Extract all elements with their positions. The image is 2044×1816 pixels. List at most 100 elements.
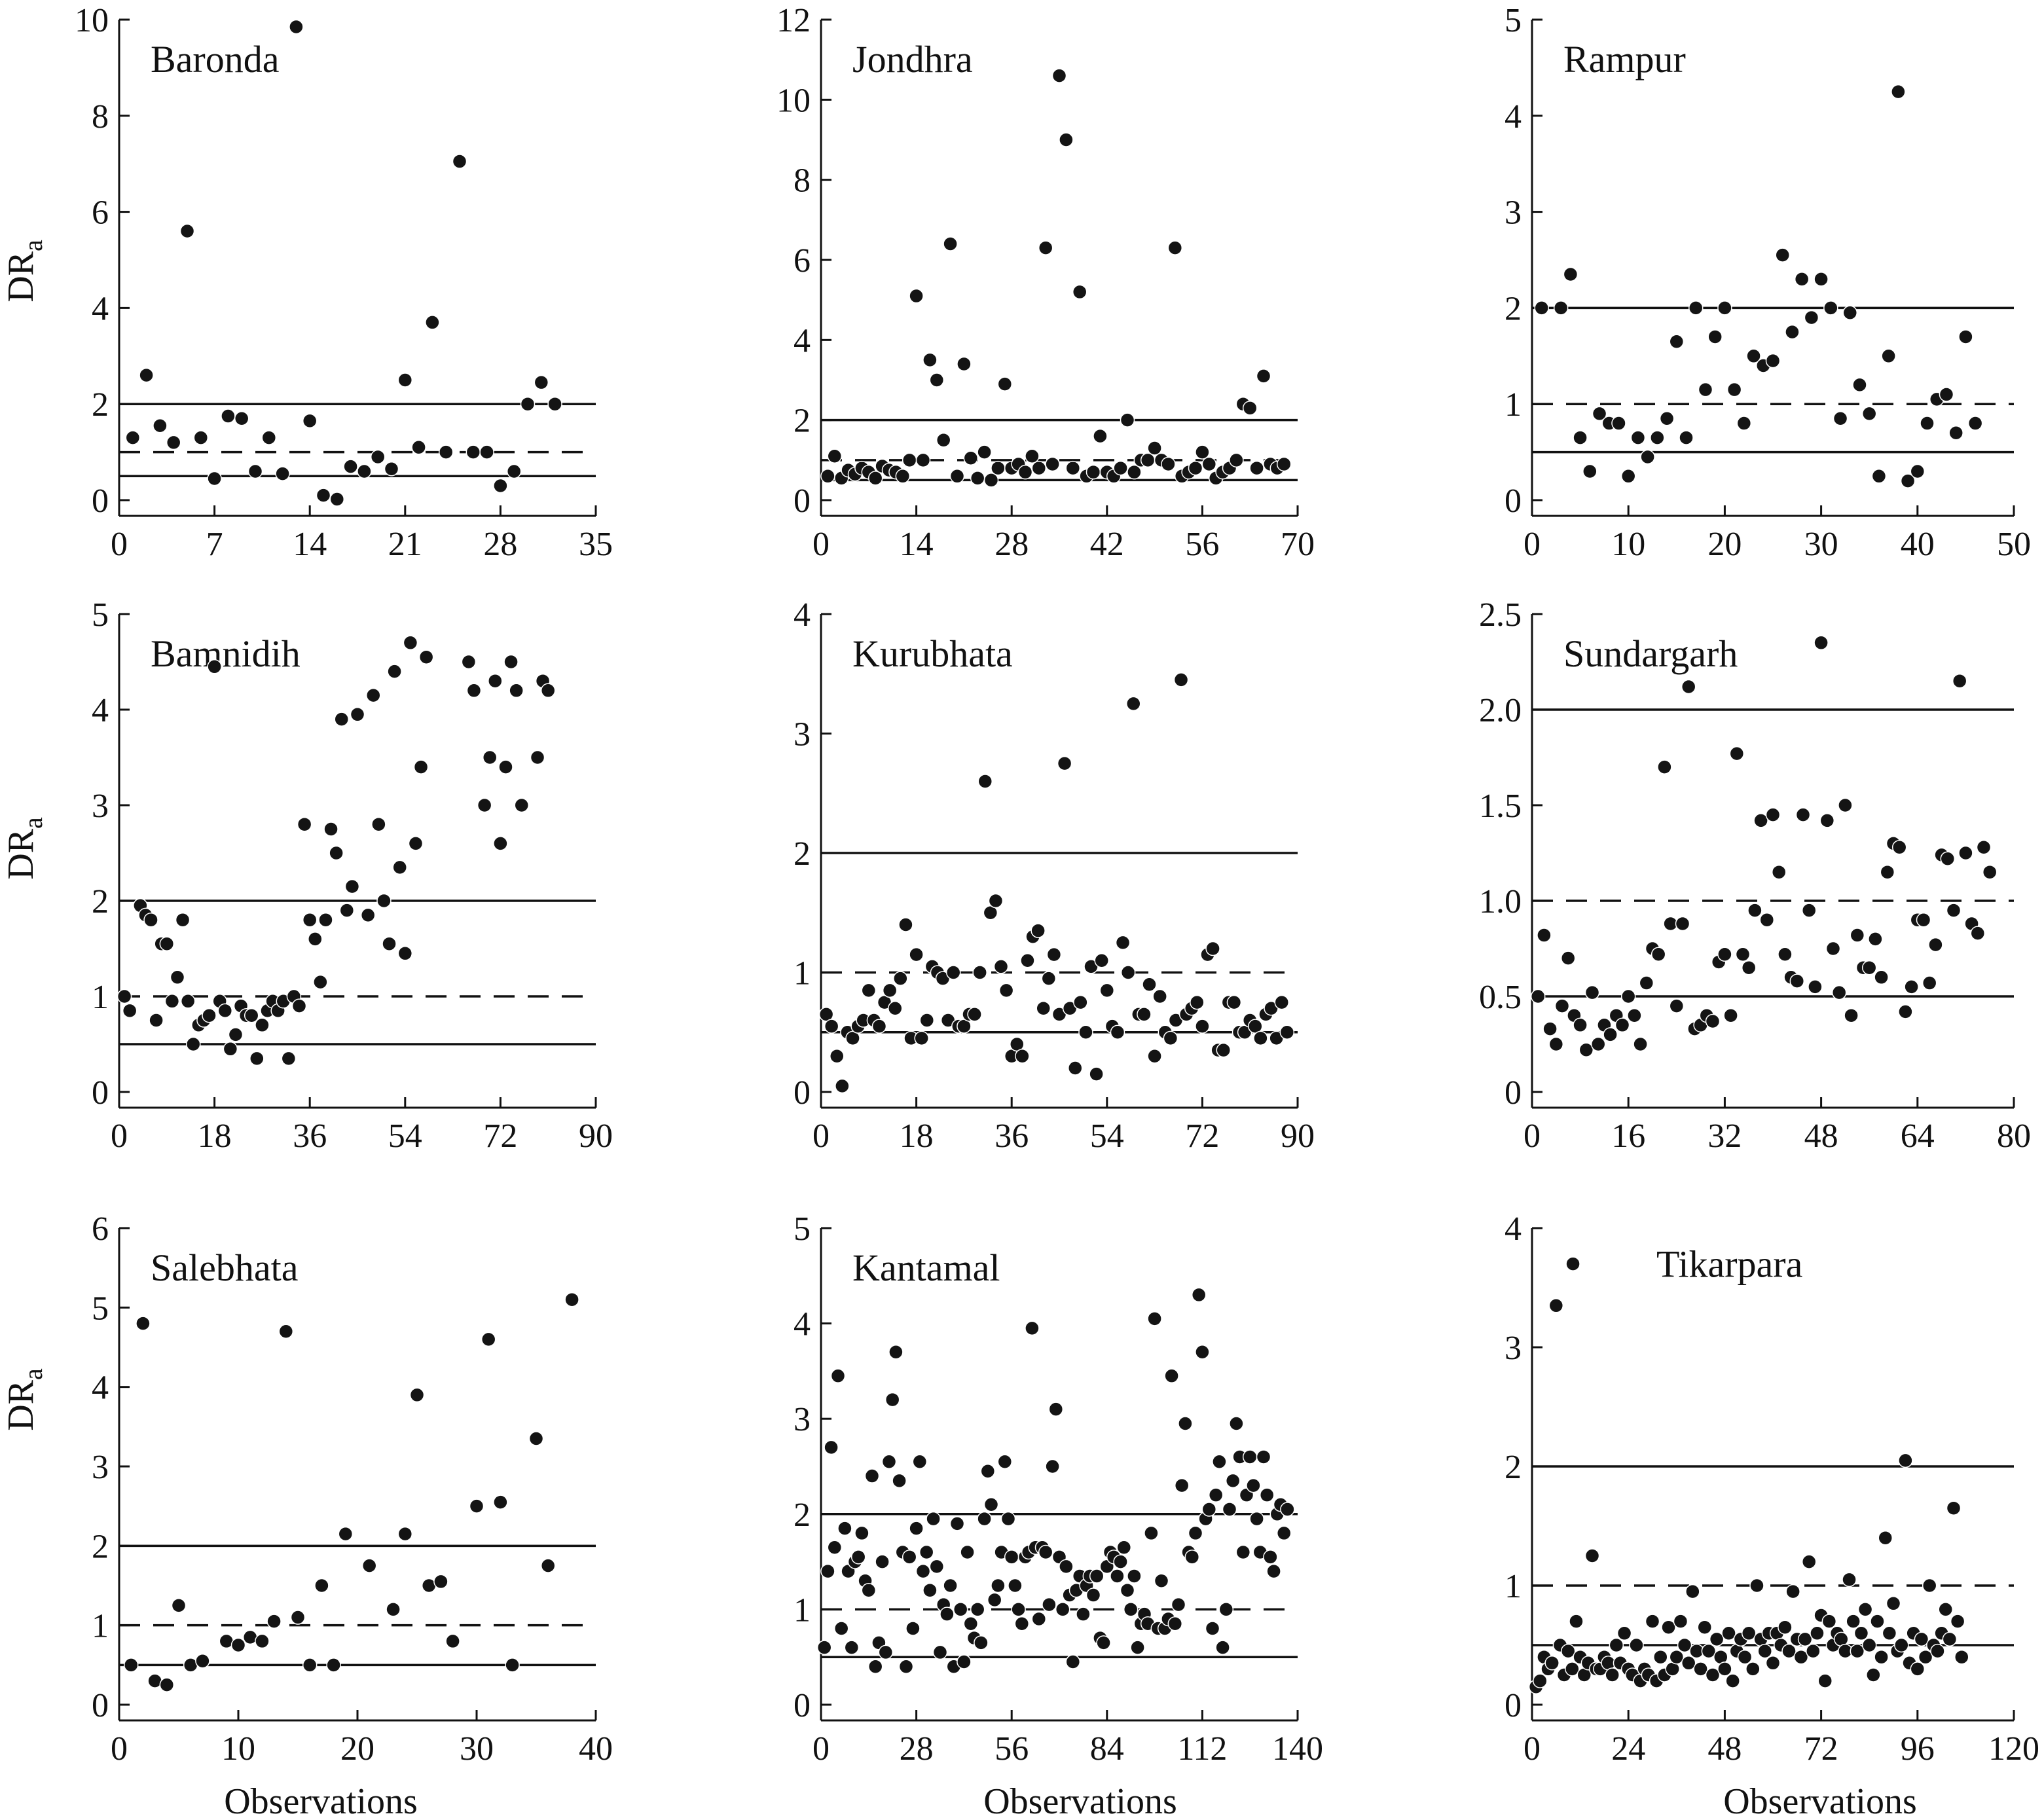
- data-point: [943, 1578, 958, 1593]
- data-point: [193, 430, 209, 445]
- data-point: [1164, 1368, 1179, 1383]
- data-point: [1669, 998, 1685, 1013]
- data-point: [861, 983, 877, 998]
- x-tick-label: 0: [812, 1730, 830, 1768]
- data-point: [1685, 1584, 1700, 1599]
- data-point: [967, 1007, 982, 1022]
- data-point: [1910, 463, 1925, 479]
- data-point: [266, 1614, 282, 1629]
- x-tick-label: 40: [579, 1730, 613, 1768]
- data-point: [329, 492, 345, 507]
- data-point: [963, 1616, 979, 1631]
- y-tick-label: 1: [1505, 1568, 1522, 1605]
- data-point: [1548, 1036, 1564, 1052]
- data-point: [1853, 1625, 1869, 1641]
- data-point: [1554, 998, 1570, 1013]
- data-point: [1017, 464, 1033, 480]
- data-point: [1946, 903, 1962, 918]
- data-point: [1616, 1625, 1632, 1641]
- data-point: [302, 912, 318, 928]
- data-point: [827, 1540, 843, 1555]
- data-point: [153, 418, 168, 433]
- data-point: [1031, 460, 1047, 476]
- data-point: [1031, 923, 1046, 938]
- y-tick-label: 5: [794, 1210, 811, 1248]
- data-point: [1173, 672, 1189, 687]
- data-point: [1874, 1649, 1889, 1665]
- data-point: [1076, 1607, 1091, 1622]
- y-tick-label: 4: [1505, 98, 1522, 136]
- data-point: [384, 462, 399, 477]
- x-tick-label: 48: [1707, 1730, 1742, 1768]
- data-point: [1627, 1008, 1642, 1023]
- data-point: [922, 1583, 938, 1598]
- x-tick-label: 32: [1707, 1117, 1742, 1155]
- x-tick-label: 0: [111, 526, 128, 563]
- y-tick-label: 0.5: [1479, 979, 1522, 1016]
- x-axis-title-col-1: Observations: [224, 1781, 418, 1816]
- data-point: [1266, 1563, 1281, 1579]
- data-point: [1745, 1662, 1761, 1677]
- data-point: [1205, 941, 1220, 956]
- data-point: [1717, 947, 1732, 962]
- data-point: [228, 1027, 244, 1042]
- data-point: [1020, 953, 1035, 968]
- data-point: [1793, 1649, 1809, 1665]
- y-tick-label: 4: [1505, 1210, 1522, 1248]
- data-point: [1190, 994, 1205, 1010]
- data-point: [827, 448, 843, 463]
- x-tick-label: 18: [198, 1117, 232, 1155]
- y-tick-label: 2: [794, 835, 811, 873]
- data-point: [912, 1454, 928, 1469]
- data-points: [117, 635, 556, 1066]
- data-point: [397, 1526, 413, 1542]
- data-point: [139, 367, 154, 383]
- data-point: [1235, 1544, 1251, 1560]
- data-point: [824, 1019, 839, 1034]
- data-point: [1015, 1049, 1030, 1064]
- data-point: [125, 430, 141, 445]
- x-axis-title-col-3: Observations: [1723, 1781, 1917, 1816]
- data-point: [1537, 928, 1552, 943]
- legend-marker: [1565, 1256, 1580, 1271]
- data-point: [175, 912, 191, 928]
- data-point: [1530, 989, 1546, 1004]
- y-axis-title: DRa: [1, 1368, 48, 1431]
- data-point: [1870, 1614, 1885, 1629]
- data-point: [1705, 1667, 1721, 1682]
- data-point: [1765, 807, 1781, 822]
- y-tick-label: 2: [794, 403, 811, 440]
- x-tick-label: 20: [1707, 526, 1742, 563]
- data-point: [977, 1511, 992, 1527]
- data-point: [991, 460, 1006, 476]
- data-point: [871, 1019, 887, 1034]
- data-point: [1640, 449, 1655, 465]
- data-point: [234, 410, 249, 426]
- data-point: [1970, 926, 1986, 941]
- panel-title: Salebhata: [151, 1246, 298, 1289]
- data-point: [885, 1392, 900, 1407]
- data-point: [1940, 851, 1956, 867]
- data-point: [1771, 864, 1787, 880]
- data-point: [953, 1602, 968, 1617]
- data-point: [1259, 1487, 1275, 1502]
- data-point: [249, 1051, 265, 1066]
- data-point: [445, 1633, 460, 1649]
- data-point: [1025, 1320, 1040, 1336]
- data-point: [514, 797, 530, 813]
- x-tick-label: 18: [900, 1117, 934, 1155]
- x-tick-label: 36: [293, 1117, 327, 1155]
- y-tick-label: 5: [92, 1290, 109, 1327]
- y-tick-label: 10: [75, 2, 109, 39]
- data-point: [318, 912, 333, 928]
- data-point: [1918, 1649, 1933, 1665]
- data-point: [833, 1621, 849, 1636]
- data-point: [334, 712, 349, 727]
- data-point: [1878, 1530, 1893, 1546]
- data-point: [1967, 416, 1983, 431]
- data-point: [528, 1431, 544, 1446]
- data-point: [1582, 463, 1597, 479]
- data-point: [482, 750, 498, 765]
- data-point: [1982, 864, 1998, 880]
- data-point: [1857, 1602, 1873, 1617]
